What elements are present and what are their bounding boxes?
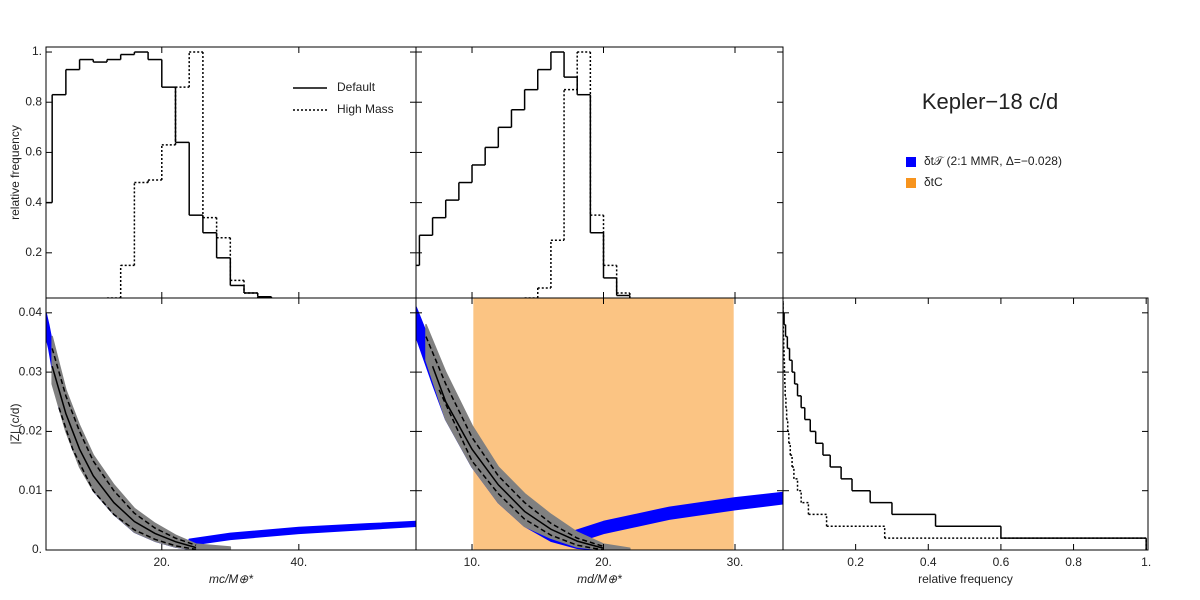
x-tick-label: 0.4 <box>920 555 937 569</box>
plot-area <box>46 51 273 298</box>
sample-band <box>569 491 783 545</box>
y-tick-label: 0.6 <box>25 145 42 159</box>
x-tick-label: 0.6 <box>993 555 1010 569</box>
x-axis-label: mc/M⊕* <box>209 572 253 586</box>
y-tick-label: 0.04 <box>19 305 43 319</box>
y-tick-label: 0.02 <box>19 424 43 438</box>
x-tick-label: 0.8 <box>1065 555 1082 569</box>
contour-line <box>438 389 604 550</box>
sample-band <box>51 335 232 550</box>
y-tick-label: 0. <box>32 542 42 556</box>
x-tick-label: 1. <box>1141 555 1151 569</box>
sample-band <box>425 323 631 550</box>
x-tick-label: 0.2 <box>847 555 864 569</box>
y-tick-label: 1. <box>32 44 42 58</box>
y-tick-label: 0.2 <box>25 245 42 259</box>
plot-area <box>416 51 631 298</box>
x-tick-label: 20. <box>595 555 612 569</box>
contour-line <box>51 365 197 549</box>
x-tick-label: 20. <box>153 555 170 569</box>
contour-line <box>425 336 604 548</box>
x-tick-label: 30. <box>727 555 744 569</box>
legend-label: Default <box>337 80 376 94</box>
y-tick-label: 0.01 <box>19 483 43 497</box>
y-axis-label: |Z| (c/d) <box>8 404 22 445</box>
contour-line <box>58 407 197 550</box>
legend-label: δtC <box>924 175 943 189</box>
legend-label: High Mass <box>337 102 394 116</box>
contour-line <box>51 348 197 546</box>
contour-line <box>431 365 604 549</box>
x-axis-label: relative frequency <box>918 572 1013 586</box>
panel-frame <box>782 297 1149 551</box>
y-tick-label: 0.4 <box>25 195 42 209</box>
panel-frame <box>45 297 417 551</box>
plot-area <box>783 300 1147 550</box>
y-tick-label: 0.03 <box>19 364 43 378</box>
figure-title: Kepler−18 c/d <box>922 89 1058 114</box>
x-tick-label: 10. <box>464 555 481 569</box>
y-axis-label: relative frequency <box>8 125 22 220</box>
x-axis-label: md/M⊕* <box>577 572 622 586</box>
plot-area <box>46 312 416 550</box>
x-tick-label: 40. <box>290 555 307 569</box>
panel-frame <box>415 46 784 299</box>
legend-swatch <box>906 157 916 167</box>
legend-label: δt𝒯 (2:1 MMR, Δ=−0.028) <box>924 154 1062 168</box>
legend-swatch <box>906 178 916 188</box>
plot-area <box>416 298 783 550</box>
sample-band <box>188 520 416 547</box>
y-tick-label: 0.8 <box>25 94 42 108</box>
